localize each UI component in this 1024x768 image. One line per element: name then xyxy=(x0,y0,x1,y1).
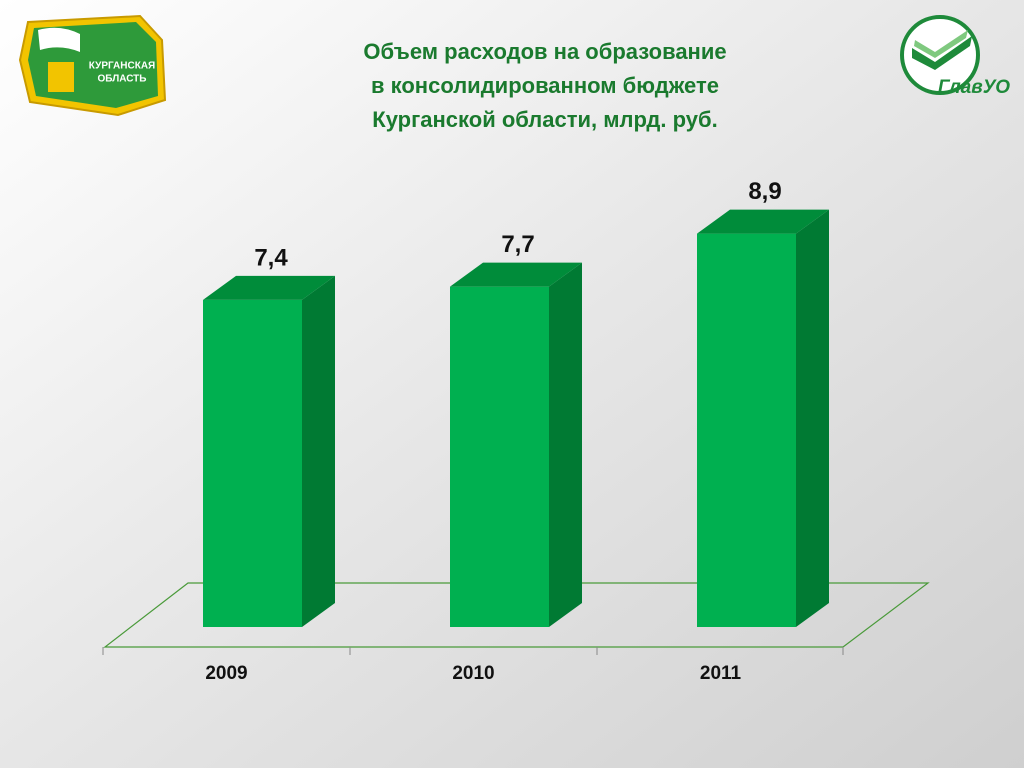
bar xyxy=(450,286,549,627)
x-tick-label: 2009 xyxy=(205,663,247,684)
region-logo: КУРГАНСКАЯ ОБЛАСТЬ xyxy=(18,14,167,117)
bar-top xyxy=(203,275,335,300)
bar-side xyxy=(302,275,335,627)
glavuo-logo: ГлавУО xyxy=(900,15,1010,98)
logo-text: КУРГАНСКАЯ xyxy=(89,61,155,72)
chart-title: Курганской области, млрд. руб. xyxy=(372,107,717,132)
x-tick-label: 2010 xyxy=(452,663,494,684)
value-label: 7,4 xyxy=(254,244,288,271)
x-tick-label: 2011 xyxy=(700,663,742,684)
value-label: 7,7 xyxy=(501,231,534,258)
bar xyxy=(203,299,302,627)
bar-top xyxy=(697,209,829,234)
value-label: 8,9 xyxy=(748,178,781,205)
bar xyxy=(697,233,796,627)
chart-title: в консолидированном бюджете xyxy=(371,73,719,98)
logo-text: ОБЛАСТЬ xyxy=(98,74,147,85)
floor xyxy=(102,582,930,655)
bar-top xyxy=(450,262,582,287)
bar-side xyxy=(796,209,829,627)
bar-side xyxy=(549,262,582,627)
chart-title: Объем расходов на образование xyxy=(363,39,726,64)
logo-text: ГлавУО xyxy=(938,77,1010,98)
